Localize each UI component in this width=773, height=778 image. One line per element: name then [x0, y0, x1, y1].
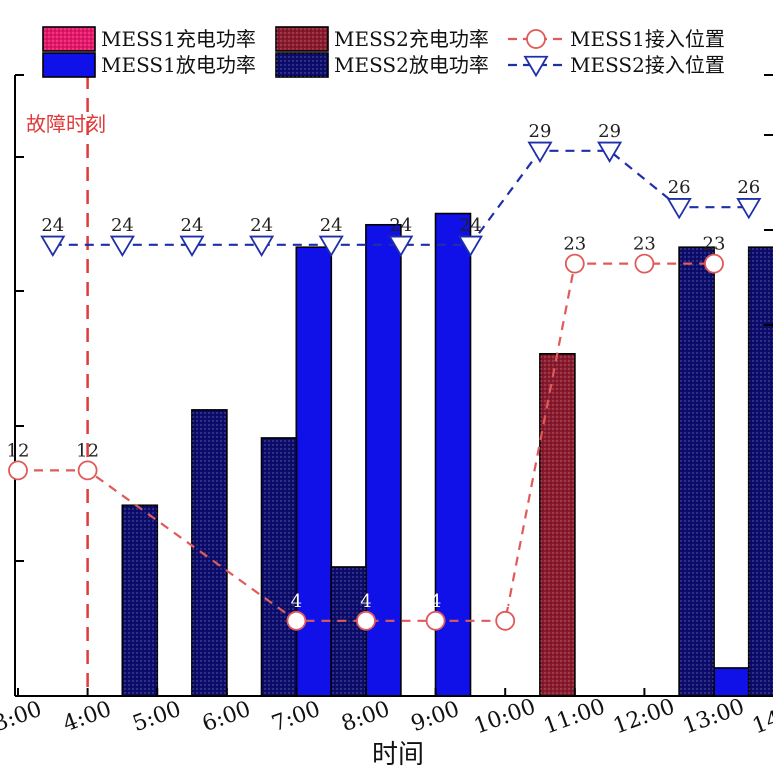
x-tick-label-10-00: 10:00	[471, 694, 539, 739]
legend-mess1--0-label: MESS1充电功率	[101, 27, 256, 51]
data-label-mess2--8: 29	[598, 121, 621, 142]
data-label-mess1--5: 4	[499, 591, 510, 612]
fault-time-label: 故障时刻	[26, 112, 106, 136]
data-label-mess1--0: 12	[7, 440, 30, 461]
marker-mess2--6	[457, 235, 483, 258]
marker-mess1--3	[356, 610, 376, 631]
legend-mess1--3-label: MESS1放电功率	[101, 53, 256, 77]
bar-mess2--12-75-texture	[679, 247, 715, 696]
data-label-mess2--10: 26	[737, 177, 760, 198]
x-tick-label-13-00: 13:00	[680, 694, 748, 739]
x-tick-label-6-00: 6:00	[199, 697, 254, 737]
x-axis-label: 时间	[372, 740, 424, 770]
line-layer: 12 12 4 4 4 4 23 23 23 24 24 24 24 24 24 24 29 29 26 26	[7, 121, 762, 631]
data-label-mess2--0: 24	[41, 215, 64, 236]
bar-mess2--6-75-texture	[261, 437, 297, 696]
legend-mess1--2-marker	[526, 29, 546, 49]
marker-mess2--3	[249, 235, 275, 258]
data-label-mess2--4: 24	[320, 215, 343, 236]
bar-mess1--13-25	[713, 667, 750, 697]
legend-mess1--2-label: MESS1接入位置	[570, 27, 725, 51]
marker-mess2--1	[109, 235, 135, 258]
legend-mess2--1-label: MESS2充电功率	[334, 27, 489, 51]
marker-mess1--4	[425, 610, 446, 631]
x-tick-label-8-00: 8:00	[338, 697, 393, 737]
data-label-mess2--1: 24	[111, 215, 134, 236]
marker-mess2--7	[527, 141, 553, 164]
marker-mess2--9	[666, 198, 692, 220]
legend-mess2--4-texture	[276, 53, 328, 77]
legend-mess1--3-swatch	[42, 52, 96, 78]
marker-mess1--1	[77, 460, 98, 481]
x-tick-label-7-00: 7:00	[269, 697, 324, 737]
legend-mess2--1-texture	[276, 27, 328, 51]
data-label-mess1--2: 4	[291, 591, 302, 612]
data-label-mess2--2: 24	[181, 215, 204, 236]
bar-mess2--4-75-texture	[122, 505, 158, 696]
bar-layer	[121, 212, 773, 697]
line-mess2-	[52, 149, 749, 246]
marker-mess2--5	[388, 235, 414, 258]
data-label-mess1--7: 23	[633, 234, 656, 255]
x-tick-label-14-00: 14:00	[749, 694, 773, 739]
data-label-mess1--4: 4	[430, 591, 441, 612]
data-label-mess1--1: 12	[76, 440, 99, 461]
bar-mess2--10-75-texture	[539, 353, 575, 696]
marker-mess2--8	[597, 141, 623, 164]
x-tick-label-9-00: 9:00	[408, 697, 463, 737]
data-label-mess1--6: 23	[563, 234, 586, 255]
x-tick-label-5-00: 5:00	[129, 697, 184, 737]
data-label-mess2--6: 24	[459, 215, 482, 236]
marker-mess1--7	[634, 253, 655, 274]
legend-mess2--4-label: MESS2放电功率	[334, 53, 489, 77]
marker-mess1--8	[704, 253, 724, 274]
data-label-mess1--8: 23	[703, 234, 726, 255]
marker-mess2--0	[40, 235, 66, 258]
bar-mess2--5-75-texture	[191, 409, 227, 696]
legend-mess1--0-texture	[43, 27, 95, 51]
marker-mess1--2	[286, 610, 307, 631]
legend: MESS1充电功率 MESS2充电功率 MESS1接入位置 MESS1放电功率 MESS…	[42, 26, 725, 78]
marker-mess1--0	[8, 460, 28, 481]
legend-mess2--5-marker	[523, 55, 549, 78]
fault-marker-layer: 故障时刻	[26, 75, 106, 696]
marker-mess2--4	[318, 235, 344, 258]
marker-mess2--10	[736, 198, 762, 220]
data-label-mess2--3: 24	[250, 215, 273, 236]
legend-mess2--5-label: MESS2接入位置	[570, 53, 725, 77]
data-label-mess1--3: 4	[360, 591, 371, 612]
x-tick-label-4-00: 4:00	[60, 697, 115, 737]
bar-mess2--7-75-texture	[331, 566, 367, 696]
marker-mess2--2	[179, 235, 205, 258]
marker-mess1--5	[495, 610, 516, 631]
data-label-mess2--9: 26	[668, 177, 691, 198]
x-tick-label-11-00: 11:00	[541, 694, 609, 739]
marker-mess1--6	[564, 253, 585, 274]
data-label-mess2--5: 24	[389, 215, 412, 236]
x-tick-label-12-00: 12:00	[610, 694, 678, 739]
bar-mess2--13-75-texture	[748, 247, 773, 696]
data-label-mess2--7: 29	[529, 121, 552, 142]
x-tick-label-3-00: 3:00	[0, 697, 45, 737]
